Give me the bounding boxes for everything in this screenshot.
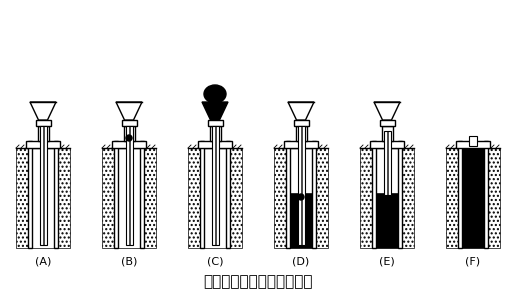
- Bar: [121, 120, 137, 126]
- Bar: [372, 193, 402, 248]
- Bar: [294, 120, 309, 126]
- Bar: [286, 148, 316, 193]
- Text: (A): (A): [35, 257, 51, 267]
- Ellipse shape: [204, 85, 226, 103]
- Bar: [286, 141, 290, 248]
- Bar: [102, 148, 114, 248]
- Bar: [209, 126, 220, 141]
- Bar: [230, 148, 242, 248]
- Bar: [200, 148, 230, 248]
- Bar: [274, 148, 286, 248]
- Bar: [198, 141, 232, 148]
- Text: (E): (E): [379, 257, 395, 267]
- Bar: [144, 148, 156, 248]
- Bar: [212, 126, 218, 245]
- Circle shape: [126, 135, 132, 141]
- Bar: [200, 141, 204, 248]
- Bar: [402, 148, 414, 248]
- Bar: [28, 148, 58, 248]
- Bar: [226, 141, 230, 248]
- Bar: [16, 148, 28, 248]
- Circle shape: [298, 194, 304, 200]
- Bar: [372, 148, 402, 193]
- Bar: [458, 148, 488, 248]
- Text: (B): (B): [121, 257, 137, 267]
- Bar: [469, 136, 477, 146]
- Polygon shape: [30, 102, 56, 120]
- Bar: [40, 126, 46, 245]
- Bar: [112, 141, 146, 148]
- Bar: [26, 141, 60, 148]
- Bar: [284, 141, 318, 148]
- Bar: [458, 141, 462, 248]
- Bar: [381, 126, 393, 141]
- Bar: [484, 141, 488, 248]
- Bar: [114, 141, 118, 248]
- Bar: [360, 148, 372, 248]
- Bar: [36, 120, 51, 126]
- Polygon shape: [116, 102, 142, 120]
- Bar: [58, 148, 70, 248]
- Bar: [312, 141, 316, 248]
- Bar: [38, 126, 49, 141]
- Polygon shape: [374, 102, 400, 120]
- Bar: [298, 126, 304, 245]
- Bar: [286, 193, 316, 248]
- Bar: [370, 141, 404, 148]
- Text: (F): (F): [465, 257, 480, 267]
- Bar: [54, 141, 58, 248]
- Bar: [140, 141, 144, 248]
- Bar: [123, 126, 135, 141]
- Bar: [28, 141, 32, 248]
- Bar: [446, 148, 458, 248]
- Bar: [398, 141, 402, 248]
- Bar: [383, 131, 391, 195]
- Text: (D): (D): [293, 257, 310, 267]
- Text: 隔水球式导管法施工程序图: 隔水球式导管法施工程序图: [203, 274, 313, 289]
- Bar: [207, 120, 222, 126]
- Bar: [316, 148, 328, 248]
- Bar: [488, 148, 500, 248]
- Polygon shape: [202, 102, 228, 120]
- Bar: [114, 148, 144, 248]
- Polygon shape: [288, 102, 314, 120]
- Bar: [372, 141, 376, 248]
- Bar: [456, 141, 490, 148]
- Bar: [296, 126, 307, 141]
- Bar: [188, 148, 200, 248]
- Bar: [379, 120, 395, 126]
- Text: (C): (C): [207, 257, 223, 267]
- Bar: [125, 126, 133, 245]
